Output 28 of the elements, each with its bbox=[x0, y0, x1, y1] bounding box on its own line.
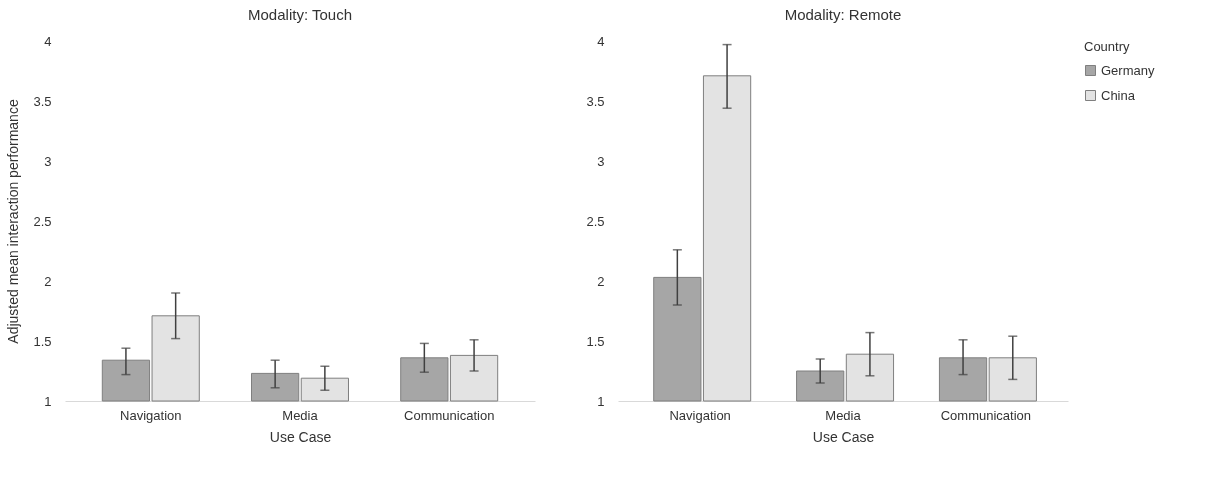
x-tick-label: Navigation bbox=[120, 407, 182, 423]
x-tick-label: Communication bbox=[940, 407, 1032, 423]
x-axis-title: Use Case bbox=[812, 428, 875, 445]
chart-title: Modality: Touch bbox=[248, 6, 352, 23]
y-tick-label: 2 bbox=[597, 273, 605, 289]
y-tick-label: 2.5 bbox=[33, 213, 52, 229]
y-tick-label: 1.5 bbox=[33, 333, 52, 349]
y-tick-label: 2 bbox=[44, 273, 52, 289]
legend-title: Country bbox=[1084, 39, 1131, 54]
y-tick-label: 2.5 bbox=[586, 213, 605, 229]
y-tick-label: 3 bbox=[44, 153, 52, 169]
y-tick-label: 3.5 bbox=[586, 93, 605, 109]
x-axis-title: Use Case bbox=[269, 428, 332, 445]
legend-label: Germany bbox=[1101, 62, 1155, 78]
y-tick-label: 1.5 bbox=[586, 333, 605, 349]
legend-label: China bbox=[1101, 87, 1136, 103]
y-tick-label: 4 bbox=[597, 33, 605, 49]
y-tick-label: 3.5 bbox=[33, 93, 52, 109]
y-tick-label: 1 bbox=[597, 393, 605, 409]
x-tick-label: Communication bbox=[404, 407, 495, 423]
chart-title: Modality: Remote bbox=[784, 6, 902, 23]
y-tick-label: 4 bbox=[44, 33, 52, 49]
x-tick-label: Media bbox=[282, 407, 319, 423]
y-axis-title: Adjusted mean interaction performance bbox=[5, 99, 22, 344]
x-tick-label: Media bbox=[825, 407, 862, 423]
x-tick-label: Navigation bbox=[669, 407, 731, 423]
y-tick-label: 3 bbox=[597, 153, 605, 169]
y-tick-label: 1 bbox=[44, 393, 52, 409]
